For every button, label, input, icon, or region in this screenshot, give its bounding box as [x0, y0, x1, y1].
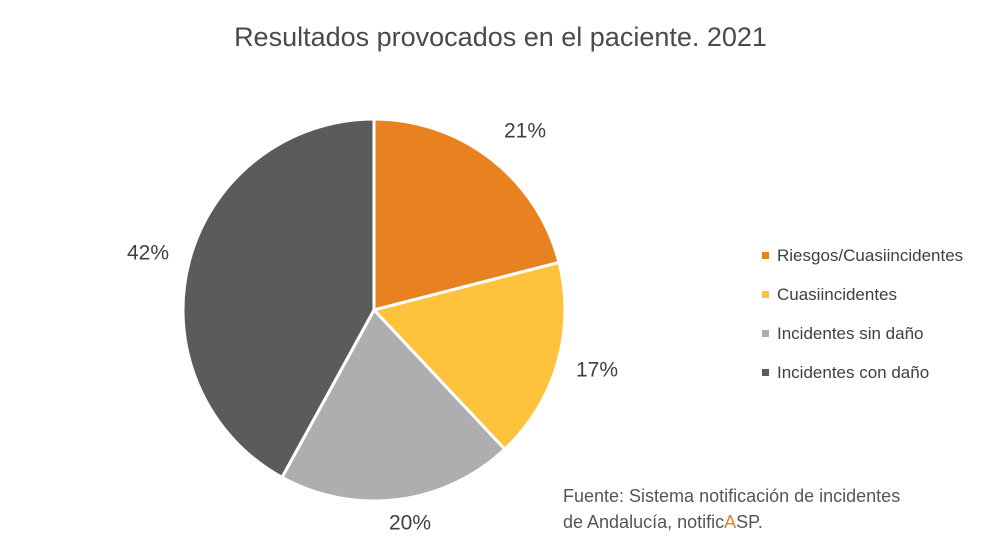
pie-slice: [372, 117, 561, 312]
pie-slice: [280, 308, 507, 503]
source-line-2-suffix: SP.: [736, 512, 763, 532]
data-label: 42%: [127, 242, 169, 265]
legend-item-cuasiincidentes: Cuasiincidentes: [762, 275, 963, 314]
legend-label: Riesgos/Cuasiincidentes: [777, 245, 964, 265]
legend-label: Incidentes sin daño: [777, 323, 924, 343]
source-note: Fuente: Sistema notificación de incident…: [563, 483, 900, 535]
source-line-1: Fuente: Sistema notificación de incident…: [563, 486, 901, 506]
legend-item-riesgos: Riesgos/Cuasiincidentes: [762, 236, 963, 275]
source-line-2-prefix: de Andalucía, notific: [563, 512, 725, 532]
data-label: 21%: [504, 120, 546, 143]
legend-swatch: [762, 291, 769, 298]
legend-swatch: [762, 369, 769, 376]
chart-title: Resultados provocados en el paciente. 20…: [234, 22, 767, 52]
legend-swatch: [762, 330, 769, 337]
legend-swatch: [762, 252, 769, 259]
pie-slice: [181, 117, 376, 479]
legend-label: Incidentes con daño: [777, 362, 930, 382]
source-line-2: de Andalucía, notificASP.: [563, 509, 900, 535]
source-brand-highlight: A: [724, 512, 737, 532]
legend-label: Cuasiincidentes: [777, 284, 898, 304]
pie-slice: [372, 261, 567, 451]
chart-legend: Riesgos/Cuasiincidentes Cuasiincidentes …: [762, 236, 963, 392]
legend-item-con-dano: Incidentes con daño: [762, 353, 963, 392]
data-label: 17%: [576, 359, 618, 382]
data-label: 20%: [389, 512, 431, 535]
legend-item-sin-dano: Incidentes sin daño: [762, 314, 963, 353]
